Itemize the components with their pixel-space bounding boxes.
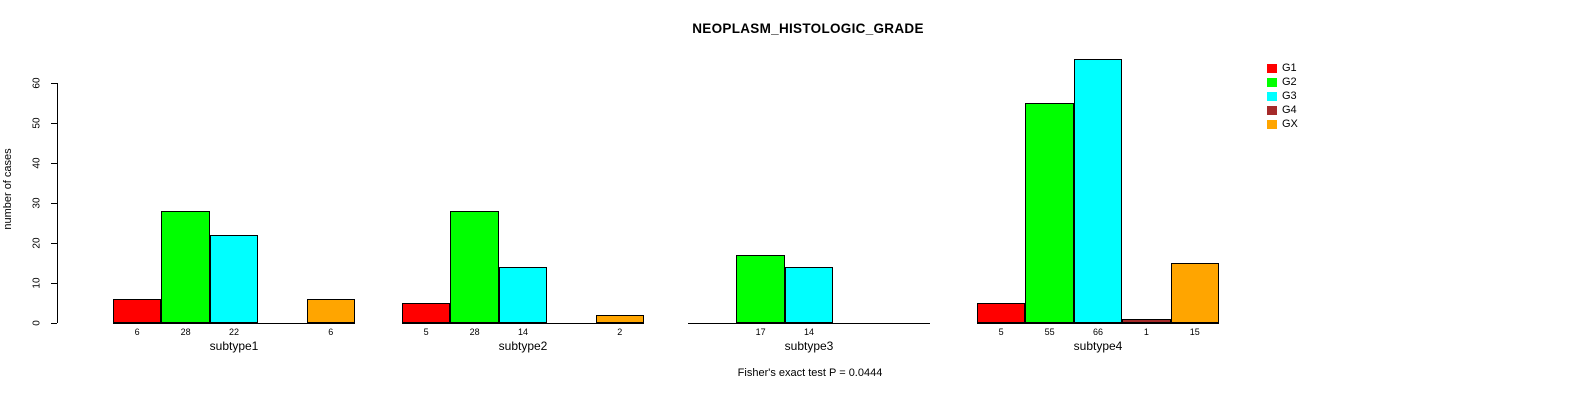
bar-value-subtype2-G3: 14 [517,327,529,337]
bar-value-subtype2-G1: 5 [423,327,429,337]
bar-subtype2-G3 [498,267,548,323]
bar-value-subtype2-G2: 28 [469,327,480,337]
group-baseline [977,323,1219,324]
bar-value-subtype4-G3: 66 [1092,327,1104,337]
legend-swatch-GX [1267,120,1277,129]
bar-value-subtype4-G2: 55 [1044,327,1055,337]
y-axis-line [57,83,58,323]
bar-subtype2-G1 [402,303,451,323]
legend-swatch-G3 [1267,92,1277,101]
y-tick [51,203,57,204]
group-label-subtype2: subtype2 [498,339,548,353]
bar-subtype4-G4 [1122,319,1171,323]
legend-item-label: G2 [1282,76,1297,88]
bar-subtype4-G3 [1073,59,1123,323]
legend-item-G3: G3 [1267,90,1317,106]
y-tick-label: 30 [31,197,43,209]
bar-subtype1-G1 [113,299,162,323]
bar-value-subtype3-G2: 17 [755,327,766,337]
legend-item-label: G3 [1282,90,1297,102]
y-tick [51,243,57,244]
legend-swatch-G4 [1267,106,1277,115]
y-tick [51,83,57,84]
bar-subtype4-G2 [1025,103,1074,323]
y-tick [51,123,57,124]
bar-value-subtype4-GX: 15 [1189,327,1200,337]
legend-item-label: G1 [1282,62,1297,74]
bar-value-subtype1-G3: 22 [228,327,240,337]
legend-item-GX: GX [1267,118,1317,134]
y-tick [51,323,57,324]
group-label-subtype1: subtype1 [209,339,259,353]
bar-subtype1-GX [306,299,355,323]
y-tick-label: 0 [31,320,43,326]
bar-subtype4-G1 [977,303,1026,323]
y-tick-label: 50 [31,117,43,129]
legend-swatch-G1 [1267,64,1277,73]
legend-item-label: GX [1282,118,1298,130]
group-baseline [113,323,355,324]
bar-value-subtype1-G2: 28 [180,327,191,337]
bar-subtype1-G2 [161,211,210,323]
y-tick-label: 20 [31,237,43,249]
group-label-subtype4: subtype4 [1073,339,1123,353]
bar-value-subtype1-G1: 6 [134,327,140,337]
legend-item-G2: G2 [1267,76,1317,92]
fisher-test-annotation: Fisher's exact test P = 0.0444 [737,367,883,379]
bar-subtype2-GX [595,315,644,323]
bar-subtype3-G3 [784,267,834,323]
legend-item-G1: G1 [1267,62,1317,78]
bar-value-subtype4-G1: 5 [998,327,1004,337]
y-tick [51,283,57,284]
legend-item-label: G4 [1282,104,1297,116]
bar-subtype2-G2 [450,211,499,323]
y-tick [51,163,57,164]
chart-title: NEOPLASM_HISTOLOGIC_GRADE [692,21,924,36]
y-tick-label: 10 [31,277,43,289]
legend-item-G4: G4 [1267,104,1317,120]
bar-subtype3-G2 [736,255,785,323]
y-tick-label: 60 [31,77,43,89]
y-axis-label: number of cases [2,148,14,230]
bar-subtype4-GX [1170,263,1219,323]
group-baseline [402,323,644,324]
bar-value-subtype3-G3: 14 [803,327,815,337]
bar-value-subtype4-G4: 1 [1143,327,1149,337]
bar-subtype1-G3 [209,235,259,323]
group-baseline [688,323,930,324]
bar-value-subtype2-GX: 2 [617,327,623,337]
bar-value-subtype1-GX: 6 [328,327,334,337]
legend-swatch-G2 [1267,78,1277,87]
y-tick-label: 40 [31,157,43,169]
group-label-subtype3: subtype3 [784,339,834,353]
